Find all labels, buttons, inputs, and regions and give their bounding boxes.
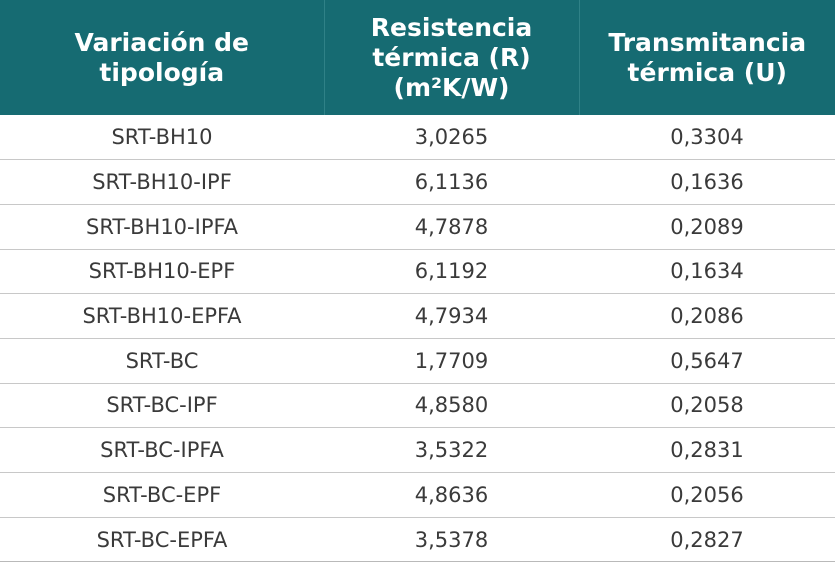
table-row: SRT-BH10-IPF 6,1136 0,1636: [0, 159, 835, 205]
cell-resistance: 4,7878: [324, 204, 579, 250]
cell-resistance: 6,1136: [324, 159, 579, 205]
cell-typology: SRT-BH10-EPFA: [0, 293, 324, 339]
cell-transmittance: 0,2058: [579, 383, 835, 429]
cell-resistance: 4,8636: [324, 472, 579, 518]
table-row: SRT-BH10-EPF 6,1192 0,1634: [0, 249, 835, 295]
table-body: SRT-BH10 3,0265 0,3304 SRT-BH10-IPF 6,11…: [0, 115, 835, 562]
header-line: Resistencia: [370, 12, 533, 42]
cell-typology: SRT-BH10: [0, 115, 324, 161]
table-row: SRT-BC-IPF 4,8580 0,2058: [0, 383, 835, 429]
table-row: SRT-BH10-EPFA 4,7934 0,2086: [0, 293, 835, 339]
table-row: SRT-BC-IPFA 3,5322 0,2831: [0, 427, 835, 473]
header-thermal-transmittance: Transmitancia térmica (U): [579, 0, 835, 115]
cell-typology: SRT-BC-EPF: [0, 472, 324, 518]
header-row: Variación de tipología Resistencia térmi…: [0, 0, 835, 115]
cell-transmittance: 0,1636: [579, 159, 835, 205]
header-line: Transmitancia: [608, 27, 807, 57]
cell-resistance: 4,8580: [324, 383, 579, 429]
cell-resistance: 3,5322: [324, 427, 579, 473]
cell-typology: SRT-BC: [0, 338, 324, 384]
header-line: (m²K/W): [393, 72, 510, 102]
cell-transmittance: 0,1634: [579, 249, 835, 295]
cell-typology: SRT-BH10-EPF: [0, 249, 324, 295]
header-line: térmica (R): [372, 42, 531, 72]
cell-typology: SRT-BC-IPFA: [0, 427, 324, 473]
header-line: térmica (U): [627, 57, 787, 87]
cell-resistance: 6,1192: [324, 249, 579, 295]
cell-transmittance: 0,2831: [579, 427, 835, 473]
cell-transmittance: 0,5647: [579, 338, 835, 384]
table-header: Variación de tipología Resistencia térmi…: [0, 0, 835, 115]
cell-typology: SRT-BH10-IPF: [0, 159, 324, 205]
cell-transmittance: 0,2827: [579, 517, 835, 562]
cell-resistance: 1,7709: [324, 338, 579, 384]
cell-resistance: 3,0265: [324, 115, 579, 161]
cell-resistance: 4,7934: [324, 293, 579, 339]
header-line: Variación de: [74, 27, 250, 57]
cell-typology: SRT-BC-IPF: [0, 383, 324, 429]
table-row: SRT-BH10-IPFA 4,7878 0,2089: [0, 204, 835, 250]
table-row: SRT-BC-EPF 4,8636 0,2056: [0, 472, 835, 518]
cell-transmittance: 0,3304: [579, 115, 835, 161]
table-row: SRT-BH10 3,0265 0,3304: [0, 115, 835, 161]
cell-resistance: 3,5378: [324, 517, 579, 562]
table-row: SRT-BC-EPFA 3,5378 0,2827: [0, 517, 835, 562]
header-thermal-resistance: Resistencia térmica (R) (m²K/W): [324, 0, 580, 115]
cell-typology: SRT-BH10-IPFA: [0, 204, 324, 250]
cell-typology: SRT-BC-EPFA: [0, 517, 324, 562]
cell-transmittance: 0,2089: [579, 204, 835, 250]
header-typology-variation: Variación de tipología: [0, 0, 325, 115]
table-row: SRT-BC 1,7709 0,5647: [0, 338, 835, 384]
header-line: tipología: [99, 57, 225, 87]
cell-transmittance: 0,2086: [579, 293, 835, 339]
cell-transmittance: 0,2056: [579, 472, 835, 518]
